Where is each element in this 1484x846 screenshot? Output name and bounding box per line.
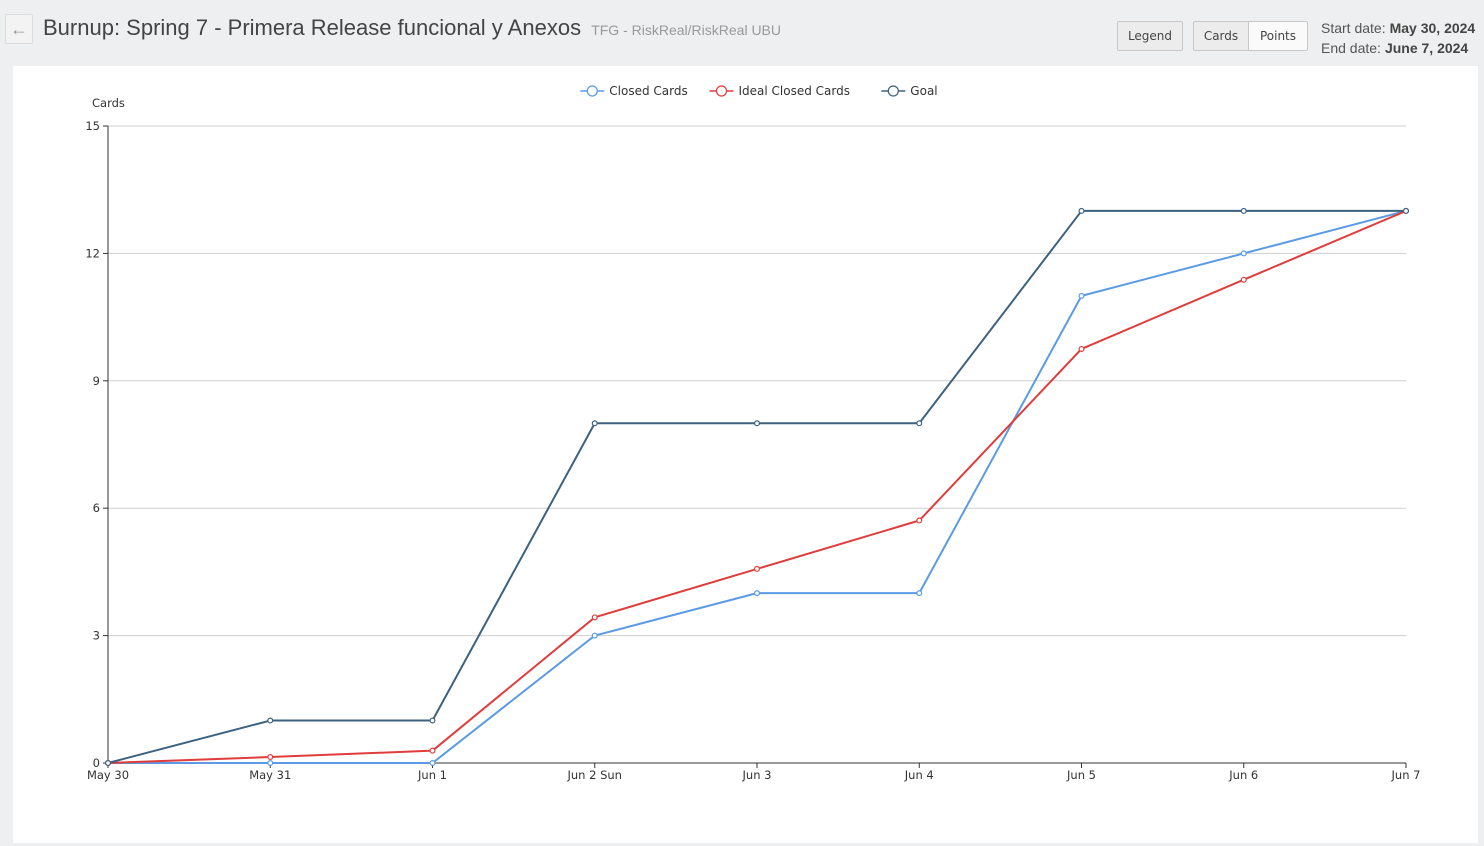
data-point: [753, 565, 760, 572]
points-mode-button[interactable]: Points: [1249, 21, 1308, 51]
legend-swatch-marker: [887, 85, 899, 97]
data-point: [753, 590, 760, 597]
end-date-row: End date: June 7, 2024: [1321, 38, 1475, 58]
x-tick-label: Jun 2 Sun: [567, 768, 622, 782]
end-date-label: End date:: [1321, 40, 1381, 56]
data-point: [916, 590, 923, 597]
data-point: [916, 420, 923, 427]
data-point: [916, 517, 923, 524]
legend-swatch-marker: [715, 85, 728, 97]
series-line-1: [107, 210, 1407, 764]
data-point: [104, 759, 111, 766]
data-point: [591, 420, 598, 427]
data-point: [1240, 276, 1247, 283]
data-point: [429, 747, 436, 754]
data-point: [429, 717, 436, 724]
start-date-row: Start date: May 30, 2024: [1321, 18, 1475, 38]
data-point: [1402, 207, 1409, 214]
y-tick-label: 9: [93, 374, 100, 388]
data-point: [1078, 207, 1085, 214]
back-button[interactable]: ←: [5, 14, 33, 44]
x-tick-label: Jun 4: [904, 768, 934, 782]
data-point: [1078, 292, 1085, 299]
chart-panel: 0 3 6 9 12 15 Cards May 30 May 31 Jun 1 Jun 2 Sun J…: [13, 66, 1478, 843]
cards-mode-button[interactable]: Cards: [1193, 21, 1249, 51]
date-range: Start date: May 30, 2024 End date: June 7,…: [1321, 18, 1475, 58]
data-point: [429, 759, 436, 766]
data-point: [753, 420, 760, 427]
legend-item-label[interactable]: Ideal Closed Cards: [739, 84, 851, 98]
x-tick-label: Jun 1: [417, 768, 447, 782]
end-date-value: June 7, 2024: [1384, 40, 1469, 56]
page-subtitle: TFG - RiskReal/RiskReal UBU: [591, 22, 782, 38]
y-tick-label: 3: [93, 629, 100, 643]
legend-item-label[interactable]: Goal: [910, 84, 937, 98]
data-point: [267, 754, 274, 761]
x-tick-label: Jun 6: [1228, 768, 1258, 782]
x-tick-label: May 31: [249, 768, 291, 782]
legend-toggle-button[interactable]: Legend: [1117, 21, 1183, 51]
data-point: [1240, 207, 1247, 214]
start-date-label: Start date:: [1321, 20, 1386, 36]
y-tick-label: 12: [85, 246, 100, 260]
x-tick-label: May 30: [87, 768, 129, 782]
y-tick-label: 0: [93, 756, 100, 770]
page-title-text: Burnup: Spring 7 - Primera Release funci…: [43, 15, 582, 40]
x-tick-label: Jun 7: [1391, 768, 1421, 782]
y-tick-label: 6: [93, 501, 100, 515]
data-point: [267, 759, 274, 766]
x-tick-label: Jun 5: [1066, 768, 1096, 782]
data-point: [1078, 345, 1085, 352]
burnup-chart: 0 3 6 9 12 15 Cards May 30 May 31 Jun 1 Jun 2 Sun J…: [85, 84, 1421, 782]
data-point: [1240, 250, 1247, 257]
x-tick-label: Jun 3: [742, 768, 772, 782]
data-point: [591, 632, 598, 639]
legend-item-label[interactable]: Closed Cards: [609, 84, 687, 98]
start-date-value: May 30, 2024: [1389, 20, 1476, 36]
y-axis-label: Cards: [92, 96, 125, 110]
y-tick-label: 15: [85, 119, 100, 133]
data-point: [267, 717, 274, 724]
arrow-left-icon: ←: [10, 18, 28, 39]
data-point: [591, 614, 598, 621]
page-title: Burnup: Spring 7 - Primera Release funci…: [43, 15, 781, 41]
legend-swatch-marker: [586, 85, 598, 97]
